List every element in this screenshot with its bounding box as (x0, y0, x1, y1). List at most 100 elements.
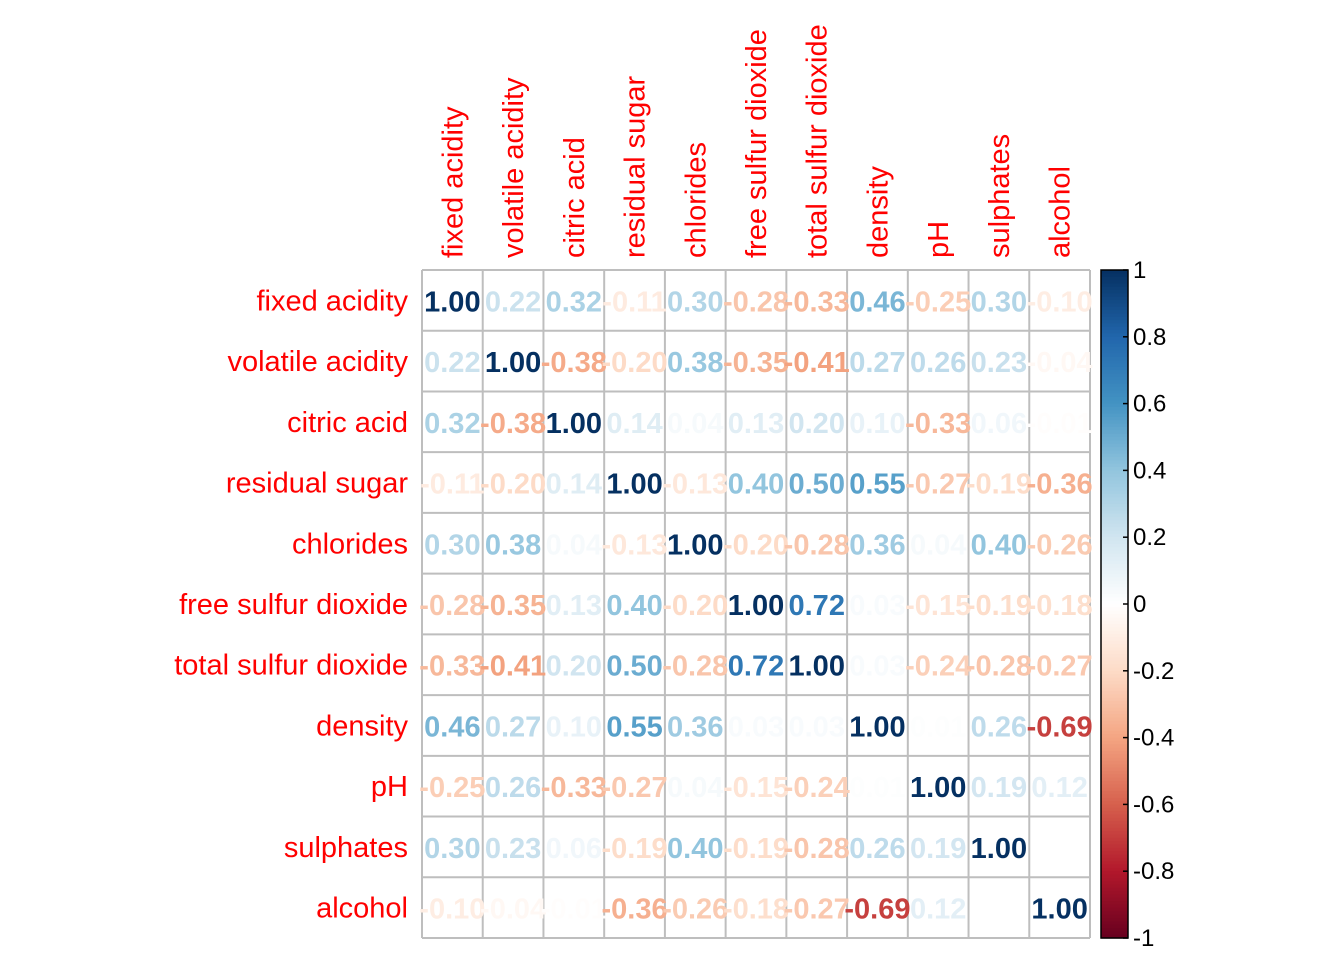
cell-value: 0.72 (728, 651, 784, 683)
cell-value: -0.25 (419, 772, 485, 804)
cell-value: 0.22 (424, 347, 480, 379)
cell-value: 0.01 (910, 711, 966, 743)
cell-value: 0.50 (606, 651, 662, 683)
colorbar-segment (1101, 453, 1128, 458)
colorbar-tick-label: -0.2 (1133, 658, 1174, 685)
colorbar-segment (1101, 370, 1128, 375)
colorbar-tick-label: -0.6 (1133, 791, 1174, 818)
colorbar-segment (1101, 583, 1128, 588)
colorbar-segment (1101, 884, 1128, 889)
column-label: density (862, 166, 894, 258)
colorbar-segment (1101, 754, 1128, 759)
colorbar-segment (1101, 821, 1128, 826)
cell-value: 0.55 (849, 469, 905, 501)
cell-value: -0.27 (784, 894, 850, 926)
cell-value: -0.01 (1027, 408, 1093, 440)
colorbar-segment (1101, 747, 1128, 752)
colorbar-segment (1101, 443, 1128, 448)
cell-value: -0.04 (480, 894, 546, 926)
colorbar-segment (1101, 426, 1128, 431)
cell-value: 0.14 (546, 469, 602, 501)
cell-value: 0.30 (971, 286, 1027, 318)
cell-value: -0.20 (662, 590, 728, 622)
colorbar-tick-label: 0 (1133, 591, 1146, 618)
colorbar-segment (1101, 447, 1128, 451)
cell-value: 1.00 (606, 469, 662, 501)
colorbar-segment (1101, 827, 1128, 832)
colorbar-segment (1101, 854, 1128, 859)
colorbar-segment (1101, 306, 1128, 311)
colorbar-segment (1101, 644, 1128, 649)
colorbar-segment (1101, 694, 1128, 699)
colorbar-segment (1101, 911, 1128, 916)
cell-value: 0.03 (849, 590, 905, 622)
cell-value: -0.28 (966, 651, 1032, 683)
cell-value: -0.33 (784, 286, 850, 318)
cell-value: -0.26 (662, 894, 728, 926)
column-label: citric acid (559, 137, 591, 258)
colorbar-segment (1101, 797, 1128, 802)
colorbar-segment (1101, 570, 1128, 575)
cell-value: 0.27 (849, 347, 905, 379)
cell-value: -0.24 (905, 651, 971, 683)
row-label: density (316, 710, 408, 742)
cell-value: 1.00 (910, 772, 966, 804)
cell-value: 0.10 (546, 711, 602, 743)
cell-value: 0.04 (546, 529, 602, 561)
colorbar-segment (1101, 316, 1128, 321)
cell-value: 0.40 (728, 469, 784, 501)
cell-value: -0.41 (480, 651, 546, 683)
colorbar-segment (1101, 617, 1128, 622)
colorbar-segment (1101, 764, 1128, 769)
cell-value: -0.24 (784, 772, 850, 804)
colorbar-segment (1101, 787, 1128, 792)
row-label: fixed acidity (256, 285, 408, 317)
colorbar-segment (1101, 406, 1128, 411)
colorbar-segment (1101, 393, 1128, 398)
colorbar-segment (1101, 280, 1128, 284)
colorbar-segment (1101, 473, 1128, 478)
colorbar-segment (1101, 273, 1128, 278)
colorbar-segment (1101, 547, 1128, 552)
row-label: chlorides (292, 528, 408, 560)
colorbar-segment (1101, 350, 1128, 355)
colorbar-segment (1101, 851, 1128, 856)
colorbar-segment (1101, 710, 1128, 715)
cell-value: -0.26 (1027, 529, 1093, 561)
colorbar-segment (1101, 714, 1128, 719)
colorbar-segment (1101, 811, 1128, 816)
cell-value: 0.26 (485, 772, 541, 804)
colorbar-segment (1101, 877, 1128, 882)
colorbar-segment (1101, 313, 1128, 318)
colorbar-segment (1101, 333, 1128, 338)
colorbar-segment (1101, 493, 1128, 498)
colorbar-segment (1101, 396, 1128, 401)
cell-value: 0.30 (424, 529, 480, 561)
column-label: free sulfur dioxide (741, 29, 773, 258)
colorbar-segment (1101, 674, 1128, 679)
colorbar-segment (1101, 914, 1128, 919)
cell-value: -0.18 (723, 894, 789, 926)
cell-value: 0.46 (424, 711, 480, 743)
cell-value: -0.38 (541, 347, 607, 379)
colorbar-segment (1101, 720, 1128, 725)
colorbar-segment (1101, 734, 1128, 739)
colorbar-segment (1101, 356, 1128, 361)
colorbar-segment (1101, 467, 1128, 471)
cell-value: 1.00 (1031, 894, 1087, 926)
colorbar-segment (1101, 580, 1128, 585)
cell-value: 1.00 (667, 529, 723, 561)
colorbar-segment (1101, 904, 1128, 909)
cell-value: -0.25 (905, 286, 971, 318)
row-label: free sulfur dioxide (179, 589, 408, 621)
colorbar-segment (1101, 750, 1128, 755)
row-label: volatile acidity (227, 346, 408, 378)
colorbar-segment (1101, 727, 1128, 732)
colorbar-segment (1101, 390, 1128, 395)
cell-value: 0.04 (910, 529, 966, 561)
cell-value: 0.19 (971, 772, 1027, 804)
cell-value: -0.20 (480, 469, 546, 501)
row-label: pH (371, 771, 408, 803)
column-label: residual sugar (620, 76, 652, 258)
cell-value: -0.28 (784, 833, 850, 865)
